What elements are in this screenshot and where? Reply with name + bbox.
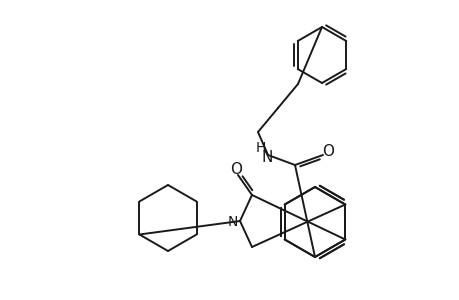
Text: O: O (321, 143, 333, 158)
Text: N: N (261, 149, 272, 164)
Text: N: N (227, 215, 238, 229)
Text: O: O (230, 161, 241, 176)
Text: H: H (255, 141, 266, 155)
